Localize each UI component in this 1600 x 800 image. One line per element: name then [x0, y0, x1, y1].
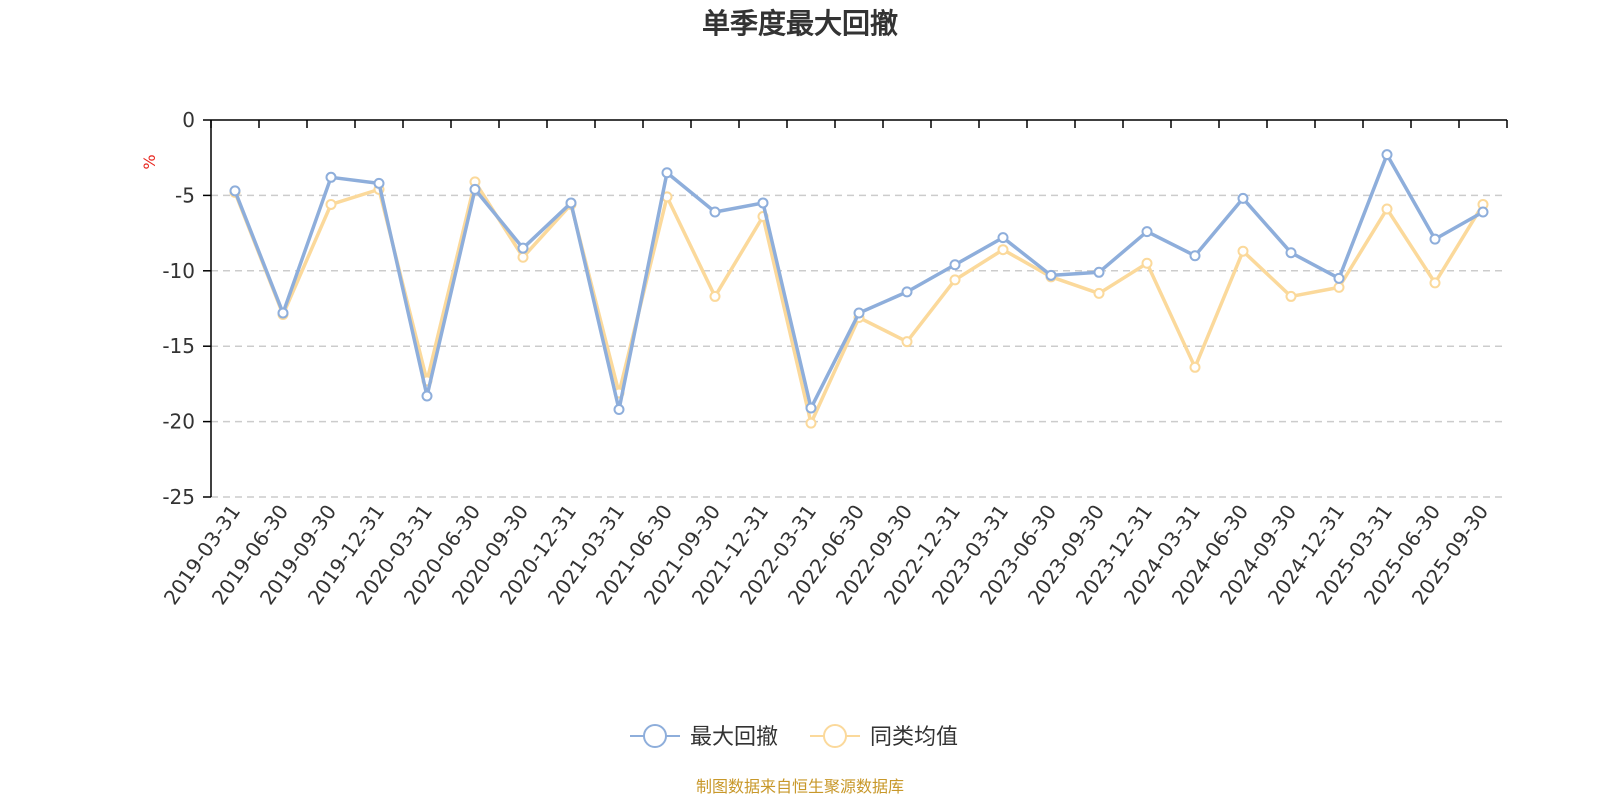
data-point [517, 251, 529, 263]
y-axis-unit: % [140, 154, 159, 169]
y-tick-label: -15 [162, 334, 195, 358]
data-point [277, 307, 289, 319]
data-point [901, 336, 913, 348]
data-point [1477, 206, 1489, 218]
y-tick-label: -20 [162, 410, 195, 434]
axes: 0-5-10-15-20-252019-03-312019-06-302019-… [159, 108, 1508, 609]
data-point [709, 206, 721, 218]
legend-item[interactable]: 最大回撤 [630, 724, 778, 750]
data-point [373, 177, 385, 189]
legend-label: 同类均值 [870, 725, 958, 750]
grid-lines [211, 194, 1507, 498]
data-point [709, 290, 721, 302]
data-point [805, 417, 817, 429]
y-tick-label: -10 [162, 259, 195, 283]
data-point [757, 197, 769, 209]
data-point [1429, 277, 1441, 289]
data-point [1333, 272, 1345, 284]
data-point [1141, 226, 1153, 238]
series-lines [229, 149, 1489, 429]
data-point [997, 244, 1009, 256]
chart-title: 单季度最大回撤 [702, 7, 898, 40]
data-point [229, 185, 241, 197]
data-point [1429, 233, 1441, 245]
data-point [1285, 247, 1297, 259]
data-point [1237, 245, 1249, 257]
data-point [469, 183, 481, 195]
data-point [997, 232, 1009, 244]
legend[interactable]: 最大回撤 同类均值 [630, 724, 958, 750]
legend-marker [823, 724, 847, 748]
series-group [229, 176, 1489, 429]
data-point [1381, 203, 1393, 215]
data-source-note: 制图数据来自恒生聚源数据库 [696, 777, 904, 796]
data-point [1189, 250, 1201, 262]
data-point [1237, 192, 1249, 204]
data-point [853, 307, 865, 319]
data-point [1045, 269, 1057, 281]
series-line [233, 152, 1484, 412]
data-point [661, 167, 673, 179]
data-point [1333, 281, 1345, 293]
data-point [1141, 257, 1153, 269]
data-point [949, 274, 961, 286]
data-point [325, 171, 337, 183]
data-point [325, 198, 337, 210]
series-group [229, 149, 1489, 416]
data-point [517, 242, 529, 254]
data-point [1093, 266, 1105, 278]
series-line [233, 180, 1485, 425]
data-point [1189, 361, 1201, 373]
data-point [805, 402, 817, 414]
legend-label: 最大回撤 [690, 725, 778, 750]
data-point [901, 286, 913, 298]
data-point [1381, 149, 1393, 161]
data-point [565, 197, 577, 209]
y-tick-label: -25 [162, 485, 195, 509]
data-point [1093, 287, 1105, 299]
data-point [421, 390, 433, 402]
data-point [1285, 290, 1297, 302]
data-point [613, 404, 625, 416]
y-tick-label: 0 [182, 108, 195, 132]
y-tick-label: -5 [175, 183, 195, 207]
data-point [949, 259, 961, 271]
legend-item[interactable]: 同类均值 [810, 724, 958, 750]
legend-marker [643, 724, 667, 748]
